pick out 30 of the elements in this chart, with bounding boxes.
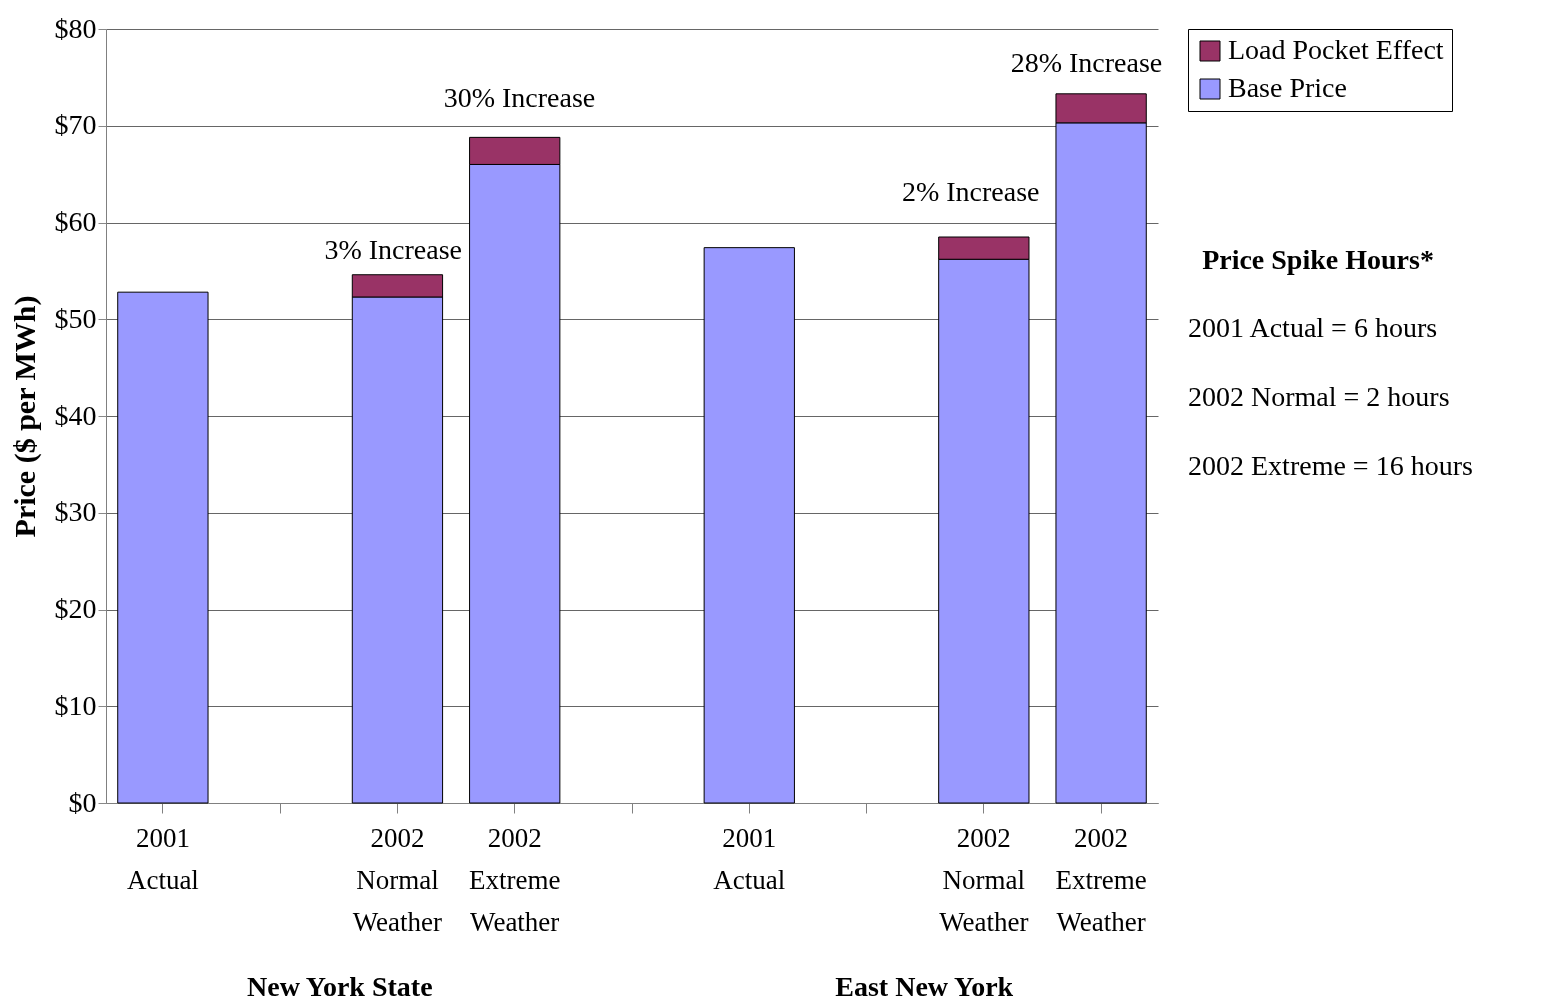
- annotation: 30% Increase: [443, 82, 596, 114]
- y-axis-title: Price ($ per MWh): [7, 295, 42, 538]
- x-tick-label: 2001 Actual: [126, 822, 199, 895]
- text: East New York: [835, 971, 1014, 998]
- y-tick-label: $20: [54, 593, 97, 624]
- y-tick-label: $0: [68, 786, 97, 818]
- annotation: 28% Increase: [1010, 46, 1163, 78]
- legend-label: Base Price: [1228, 72, 1347, 103]
- x-tick-label: 2002 Normal Weather: [939, 822, 1029, 937]
- bar: [703, 247, 795, 804]
- y-tick-label: $30: [54, 496, 97, 528]
- annotation: 3% Increase: [324, 234, 462, 266]
- y-tick-label: $40: [54, 399, 97, 431]
- y-tick-label: $70: [54, 109, 97, 141]
- text: 2001 Actual = 6 hours: [1188, 312, 1438, 343]
- x-tick-label: 2002 Extreme Weather: [468, 822, 561, 937]
- y-tick-label: $80: [54, 12, 97, 44]
- legend-label: Load Pocket Effect: [1228, 34, 1444, 65]
- x-tick-label: 2002 Extreme Weather: [1055, 822, 1147, 937]
- text: 2002 Extreme = 16 hours: [1188, 450, 1473, 481]
- text: New York State: [246, 971, 433, 998]
- annotation: 2% Increase: [901, 176, 1040, 208]
- text: Price Spike Hours*: [1202, 244, 1434, 275]
- text: 2002 Normal = 2 hours: [1188, 381, 1450, 412]
- x-tick-label: 2002 Normal Weather: [352, 822, 443, 937]
- y-tick-label: $60: [54, 206, 97, 237]
- x-tick-label: 2001 Actual: [713, 822, 786, 895]
- y-tick-label: $50: [54, 302, 97, 334]
- bar: [117, 291, 209, 804]
- y-tick-label: $10: [54, 689, 97, 721]
